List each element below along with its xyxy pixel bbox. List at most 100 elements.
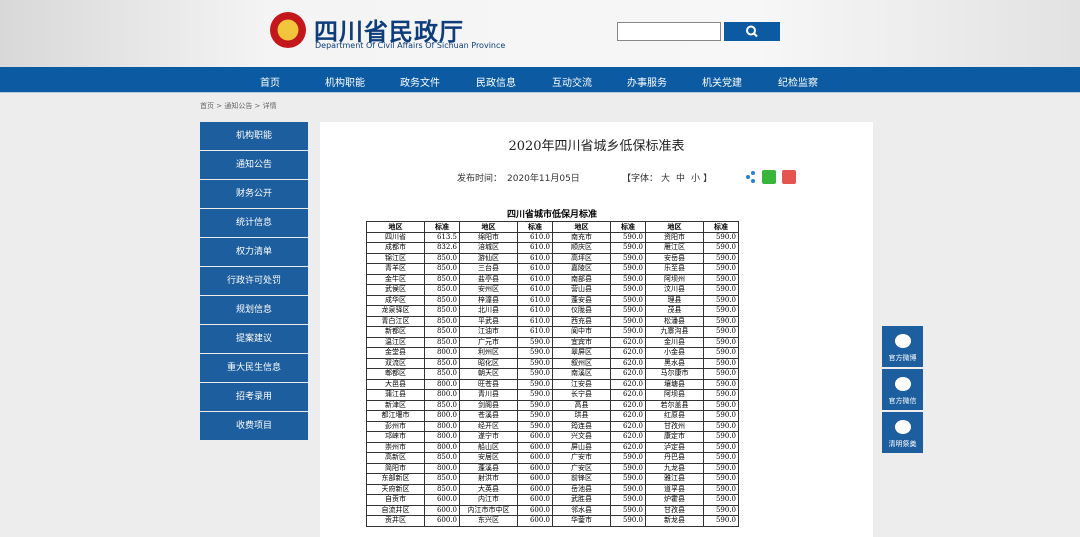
region-cell: 九龙县 xyxy=(645,462,704,474)
region-cell: 旺苍县 xyxy=(459,378,518,390)
nav-bar: 首页 机构职能 政务文件 民政信息 互动交流 办事服务 机关党建 纪检监察 xyxy=(0,67,1080,93)
site-title[interactable]: 四川省民政厅 xyxy=(314,18,464,46)
region-cell: 广元市 xyxy=(459,336,518,348)
standard-cell: 600.0 xyxy=(424,515,460,527)
region-cell: 大英县 xyxy=(459,483,518,495)
region-cell: 阿坝县 xyxy=(645,389,704,401)
region-cell: 双流区 xyxy=(366,357,425,369)
standard-cell: 620.0 xyxy=(610,357,646,369)
standard-cell: 620.0 xyxy=(610,431,646,443)
region-cell: 苍溪县 xyxy=(459,410,518,422)
date: 2020年11月05日 xyxy=(507,174,580,184)
standard-cell: 610.0 xyxy=(517,305,553,317)
table-row: 金堂县 800.0 利州区 590.0 翠屏区 620.0 小金县 590.0 xyxy=(366,347,739,359)
sidebar-item[interactable]: 行政许可处罚 xyxy=(200,267,308,295)
font-size-option[interactable]: 小 xyxy=(691,174,701,184)
standard-cell: 600.0 xyxy=(517,473,553,485)
standard-cell: 600.0 xyxy=(517,483,553,495)
region-cell: 简阳市 xyxy=(366,462,425,474)
standard-cell: 620.0 xyxy=(610,336,646,348)
float-button[interactable]: 官方微信 xyxy=(882,369,923,410)
nav-item[interactable]: 民政信息 xyxy=(476,78,516,89)
region-cell: 盐亭县 xyxy=(459,273,518,285)
font-size-option[interactable]: 中 xyxy=(676,174,686,184)
region-cell: 游仙区 xyxy=(459,252,518,264)
nav-item[interactable]: 政务文件 xyxy=(400,78,440,89)
sidebar-item[interactable]: 权力清单 xyxy=(200,238,308,266)
standard-cell: 850.0 xyxy=(424,399,460,411)
region-cell: 金牛区 xyxy=(366,273,425,285)
float-button[interactable]: 官方微博 xyxy=(882,326,923,367)
region-cell: 金堂县 xyxy=(366,347,425,359)
sidebar-item[interactable]: 规划信息 xyxy=(200,296,308,324)
standard-cell: 590.0 xyxy=(610,504,646,516)
region-cell: 仪陇县 xyxy=(552,305,611,317)
nav-item[interactable]: 互动交流 xyxy=(552,78,592,89)
region-cell: 广安市 xyxy=(552,452,611,464)
standard-cell: 620.0 xyxy=(610,420,646,432)
sidebar-item[interactable]: 统计信息 xyxy=(200,209,308,237)
region-cell: 若尔盖县 xyxy=(645,399,704,411)
standard-cell: 590.0 xyxy=(703,305,739,317)
region-cell: 邻水县 xyxy=(552,504,611,516)
sidebar-item[interactable]: 机构职能 xyxy=(200,122,308,150)
sidebar-item[interactable]: 通知公告 xyxy=(200,151,308,179)
standard-cell: 600.0 xyxy=(517,504,553,516)
standard-cell: 800.0 xyxy=(424,431,460,443)
date-label: 发布时间： xyxy=(457,174,503,184)
standard-cell: 850.0 xyxy=(424,315,460,327)
region-cell: 江油市 xyxy=(459,326,518,338)
sidebar-item[interactable]: 重大民生信息 xyxy=(200,354,308,382)
sidebar-item[interactable]: 提案建议 xyxy=(200,325,308,353)
search-button[interactable] xyxy=(724,22,780,41)
standard-cell: 590.0 xyxy=(610,231,646,243)
float-label: 清明祭奠 xyxy=(888,440,917,448)
font-size-option[interactable]: 大 xyxy=(661,174,671,184)
nav-item[interactable]: 首页 xyxy=(260,78,280,89)
nav-item[interactable]: 机关党建 xyxy=(702,78,742,89)
region-cell: 经开区 xyxy=(459,420,518,432)
region-cell: 新都区 xyxy=(366,326,425,338)
standard-cell: 620.0 xyxy=(610,347,646,359)
font-end: 】 xyxy=(703,174,713,184)
standard-cell: 590.0 xyxy=(610,242,646,254)
sidebar-item[interactable]: 招考录用 xyxy=(200,383,308,411)
region-cell: 剑阁县 xyxy=(459,399,518,411)
region-cell: 资阳市 xyxy=(645,231,704,243)
region-cell: 筠连县 xyxy=(552,420,611,432)
table-row: 四川省 613.5 绵阳市 610.0 南充市 590.0 资阳市 590.0 xyxy=(366,231,739,243)
region-cell: 高坪区 xyxy=(552,252,611,264)
breadcrumb-item[interactable]: 详情 xyxy=(262,102,277,110)
breadcrumb-item[interactable]: 通知公告 xyxy=(224,102,253,110)
table-row: 青羊区 850.0 三台县 610.0 嘉陵区 590.0 乐至县 590.0 xyxy=(366,263,739,275)
region-cell: 彭州市 xyxy=(366,420,425,432)
search-input[interactable] xyxy=(617,22,721,41)
nav-item[interactable]: 机构职能 xyxy=(325,78,365,89)
nav-item[interactable]: 纪检监察 xyxy=(778,78,818,89)
sidebar-item[interactable]: 收费项目 xyxy=(200,412,308,440)
nav-item[interactable]: 办事服务 xyxy=(627,78,667,89)
standard-cell: 600.0 xyxy=(517,441,553,453)
region-cell: 崇州市 xyxy=(366,441,425,453)
region-cell: 翠屏区 xyxy=(552,347,611,359)
standard-cell: 620.0 xyxy=(610,399,646,411)
region-cell: 天府新区 xyxy=(366,483,425,495)
float-button[interactable]: 清明祭奠 xyxy=(882,412,923,453)
standard-cell: 613.5 xyxy=(424,231,460,243)
share-icons[interactable] xyxy=(742,169,798,185)
breadcrumb-item[interactable]: 首页 xyxy=(200,102,214,110)
standard-cell: 590.0 xyxy=(610,294,646,306)
region-cell: 红原县 xyxy=(645,410,704,422)
standard-cell: 590.0 xyxy=(703,273,739,285)
standard-cell: 590.0 xyxy=(703,357,739,369)
region-cell: 青羊区 xyxy=(366,263,425,275)
float-icon xyxy=(895,334,911,348)
standard-cell: 590.0 xyxy=(703,452,739,464)
standard-cell: 800.0 xyxy=(424,347,460,359)
table-row: 彭州市 800.0 经开区 590.0 筠连县 620.0 甘孜州 590.0 xyxy=(366,420,739,432)
table-caption: 四川省城市低保月标准 xyxy=(506,210,597,220)
sidebar-item[interactable]: 财务公开 xyxy=(200,180,308,208)
region-cell: 贡井区 xyxy=(366,515,425,527)
standard-cell: 620.0 xyxy=(610,441,646,453)
